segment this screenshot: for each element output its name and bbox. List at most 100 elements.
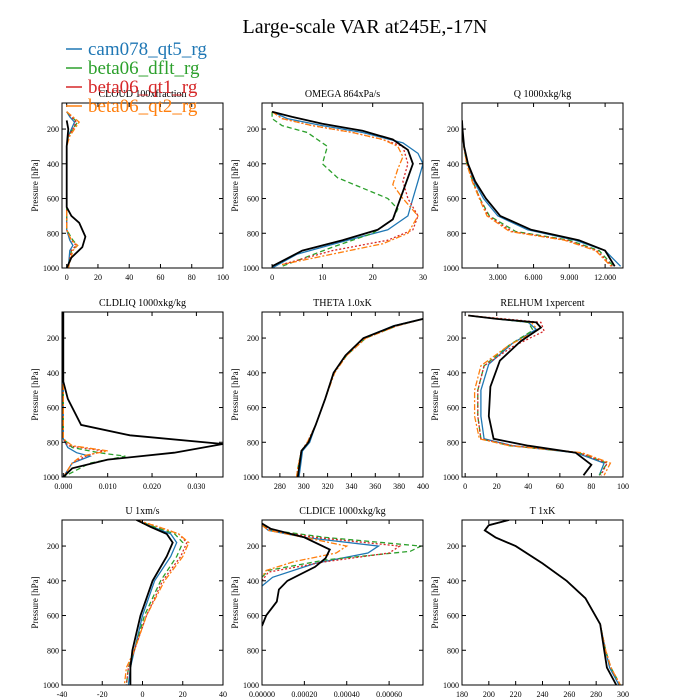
- series-line-cam078_qt5_rg: [468, 314, 605, 476]
- legend-item-beta06_dflt_rg: beta06_dflt_rg: [66, 58, 200, 79]
- x-tick-label: 100: [217, 273, 229, 282]
- series-line-black: [65, 120, 87, 268]
- series-line-cam078_qt5_rg: [462, 120, 622, 267]
- y-tick-label: 600: [447, 195, 459, 204]
- legend: cam078_qt5_rgbeta06_dflt_rgbeta06_qt1_rg…: [66, 39, 207, 117]
- panel-title: OMEGA 864xPa/s: [305, 89, 380, 100]
- y-tick-label: 1000: [443, 473, 459, 482]
- legend-label: beta06_qt2_rg: [88, 96, 198, 117]
- plot-frame: [461, 311, 624, 478]
- x-tick-label: 80: [188, 273, 196, 282]
- x-tick-label: 340: [345, 482, 357, 491]
- series-line-beta06_qt1_rg: [125, 520, 188, 685]
- series-line-black: [129, 520, 174, 685]
- series-line-black: [262, 522, 332, 627]
- y-tick-label: 1000: [243, 473, 259, 482]
- y-tick-label: 1000: [43, 473, 59, 482]
- x-tick-label: 0.00040: [334, 690, 360, 699]
- series-group: [65, 111, 87, 268]
- y-axis-label: Pressure [hPa]: [30, 368, 40, 420]
- y-axis-label: Pressure [hPa]: [430, 159, 440, 211]
- x-tick-label: 12.000: [594, 273, 616, 282]
- panel-8: CLDICE 1000xkg/kg 0.00000 0.00020 0.00040 0.…: [230, 506, 424, 699]
- y-tick-label: 200: [247, 334, 259, 343]
- y-axis-label: Pressure [hPa]: [230, 576, 240, 628]
- figure-title: Large-scale VAR at245E,-17N: [243, 16, 488, 38]
- panel-title: T 1xK: [530, 506, 556, 517]
- y-tick-label: 600: [247, 612, 259, 621]
- series-line-beta06_dflt_rg: [62, 312, 126, 477]
- y-tick-label: 600: [47, 195, 59, 204]
- panel-title: U 1xm/s: [125, 506, 159, 517]
- y-tick-label: 600: [247, 195, 259, 204]
- x-tick-label: 20: [179, 690, 187, 699]
- panel-1: CLOUD 100xfraction 0 20 40 60 80 100 200 400 600 8…: [30, 89, 229, 282]
- y-tick-label: 600: [247, 404, 259, 413]
- x-tick-label: 6.000: [525, 273, 543, 282]
- x-tick-label: 260: [563, 690, 575, 699]
- series-group: [271, 110, 423, 268]
- x-tick-label: -40: [57, 690, 68, 699]
- y-axis-label: Pressure [hPa]: [30, 159, 40, 211]
- y-tick-label: 200: [47, 125, 59, 134]
- x-tick-label: 3.000: [489, 273, 507, 282]
- x-tick-label: 200: [483, 690, 495, 699]
- y-tick-label: 400: [247, 577, 259, 586]
- series-line-beta06_qt1_rg: [483, 520, 621, 685]
- y-tick-label: 800: [247, 646, 259, 655]
- series-line-beta06_qt1_rg: [62, 312, 104, 477]
- y-tick-label: 200: [247, 125, 259, 134]
- y-axis-label: Pressure [hPa]: [30, 576, 40, 628]
- y-tick-label: 800: [247, 438, 259, 447]
- y-tick-label: 1000: [243, 681, 259, 690]
- panel-7: U 1xm/s -40 -20 0 20 40 200 400 600 800 1000 Pressu…: [30, 506, 227, 699]
- plot-frame: [461, 102, 624, 269]
- x-tick-label: 20: [493, 482, 501, 491]
- y-tick-label: 200: [47, 542, 59, 551]
- x-tick-label: 300: [617, 690, 629, 699]
- series-line-beta06_qt2_rg: [62, 312, 108, 477]
- panel-5: THETA 1.0xK 280 300 320 340 360 380 400 200 400 60…: [230, 298, 429, 491]
- series-group: [468, 314, 612, 476]
- y-axis-label: Pressure [hPa]: [230, 368, 240, 420]
- x-tick-label: 40: [125, 273, 133, 282]
- series-line-beta06_qt1_rg: [66, 111, 77, 268]
- series-group: [262, 522, 423, 627]
- series-group: [462, 120, 622, 267]
- series-line-black: [271, 110, 414, 268]
- x-tick-label: 0.00000: [249, 690, 275, 699]
- x-tick-label: 20: [94, 273, 102, 282]
- y-tick-label: 200: [47, 334, 59, 343]
- x-tick-label: 380: [393, 482, 405, 491]
- x-tick-label: 0: [141, 690, 145, 699]
- x-tick-label: 280: [274, 482, 286, 491]
- plot-frame: [261, 102, 424, 269]
- y-tick-label: 400: [47, 369, 59, 378]
- x-tick-label: 240: [537, 690, 549, 699]
- plot-frame: [461, 519, 624, 686]
- series-line-black: [468, 314, 593, 476]
- x-tick-label: 0: [65, 273, 69, 282]
- x-tick-label: 300: [298, 482, 310, 491]
- y-tick-label: 800: [47, 438, 59, 447]
- x-tick-label: 0.00060: [376, 690, 402, 699]
- y-tick-label: 1000: [443, 681, 459, 690]
- y-axis-label: Pressure [hPa]: [230, 159, 240, 211]
- x-tick-label: -20: [97, 690, 108, 699]
- x-tick-label: 40: [524, 482, 532, 491]
- y-tick-label: 400: [447, 577, 459, 586]
- y-axis-label: Pressure [hPa]: [430, 368, 440, 420]
- series-line-black: [462, 120, 616, 267]
- x-tick-label: 0: [270, 273, 274, 282]
- y-tick-label: 400: [247, 160, 259, 169]
- legend-label: beta06_dflt_rg: [88, 58, 200, 79]
- panel-4: CLDLIQ 1000xkg/kg 0.000 0.010 0.020 0.030 200…: [30, 298, 224, 491]
- y-tick-label: 400: [447, 160, 459, 169]
- series-line-black: [62, 312, 223, 477]
- x-tick-label: 0: [463, 482, 467, 491]
- series-line-beta06_dflt_rg: [483, 520, 621, 685]
- series-line-beta06_qt2_rg: [262, 524, 349, 578]
- x-tick-label: 180: [456, 690, 468, 699]
- series-line-beta06_qt2_rg: [483, 520, 621, 685]
- panel-title: CLOUD 100xfraction: [98, 89, 186, 100]
